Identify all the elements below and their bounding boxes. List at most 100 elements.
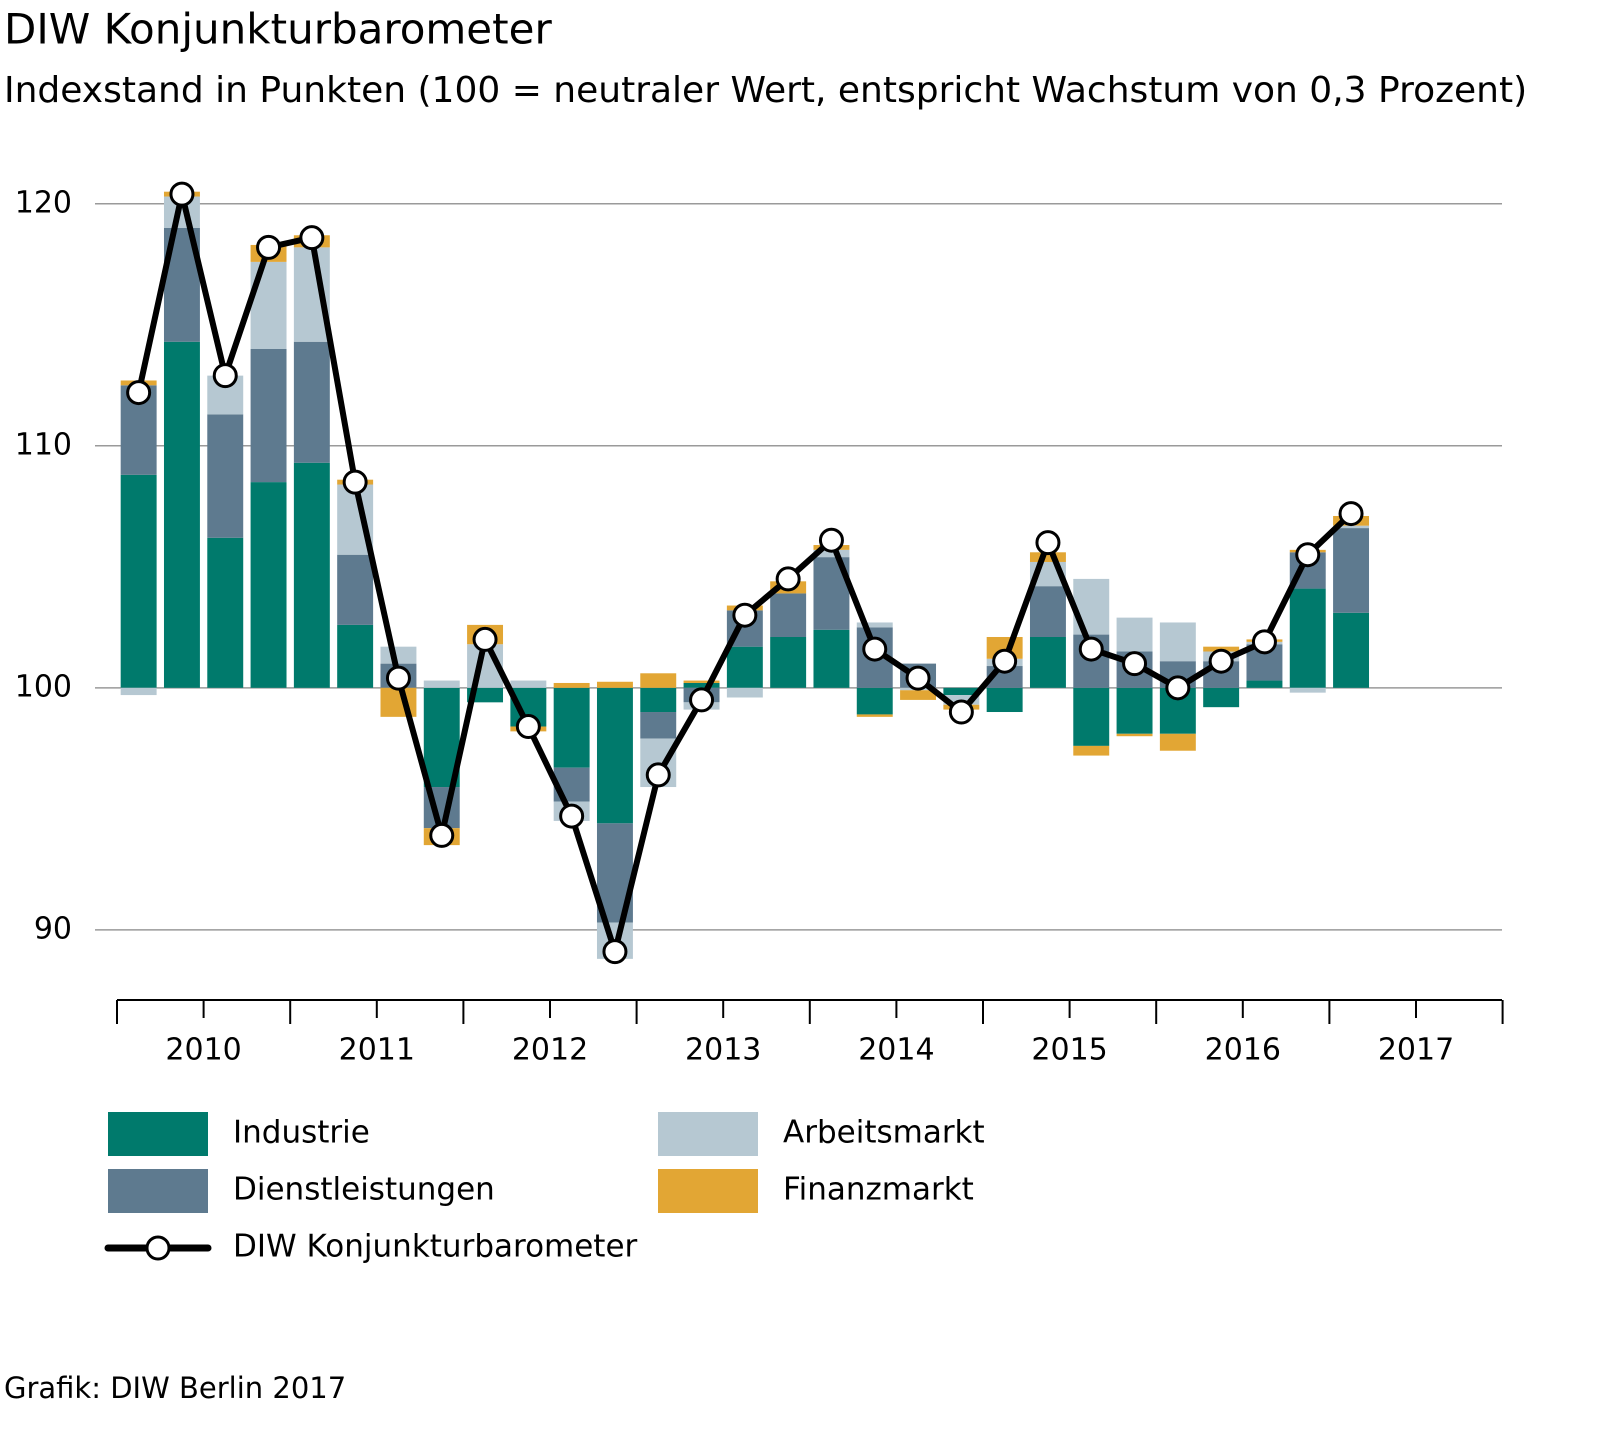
bar-segment <box>510 680 547 688</box>
bar-segment <box>380 687 417 717</box>
bar-segment <box>596 681 633 688</box>
line-marker <box>732 602 758 628</box>
chart-title: DIW Konjunkturbarometer <box>4 5 552 54</box>
bar-segment <box>1029 586 1066 637</box>
bar-segment <box>1333 612 1370 688</box>
bar-segment <box>640 687 677 713</box>
bar-segment <box>813 549 850 558</box>
x-tick-label: 2016 <box>1205 1033 1281 1068</box>
line-marker <box>1165 675 1191 701</box>
bar-segment <box>1116 733 1153 737</box>
bar-segment <box>683 682 720 688</box>
x-tick-label: 2012 <box>512 1033 588 1068</box>
line-marker <box>169 181 195 207</box>
line-marker <box>1251 629 1277 655</box>
bar-segment <box>726 687 763 698</box>
bar-segment <box>207 414 244 538</box>
bar-segment <box>1203 687 1240 708</box>
line-marker <box>126 380 152 406</box>
line-marker <box>948 699 974 725</box>
line-marker <box>1338 501 1364 527</box>
legend-swatch <box>108 1169 208 1213</box>
line-marker <box>515 714 541 740</box>
line-marker <box>689 687 715 713</box>
source: Grafik: DIW Berlin 2017 <box>4 1371 346 1405</box>
bar-segment <box>1289 687 1326 693</box>
bar-segment <box>683 680 720 683</box>
bar-segment <box>1116 687 1153 734</box>
line-marker <box>1078 636 1104 662</box>
x-tick-label: 2015 <box>1031 1033 1107 1068</box>
bar-segment <box>856 622 893 628</box>
bar-segment <box>1289 588 1326 688</box>
bar-segment <box>986 687 1023 713</box>
bar-segment <box>1246 680 1283 688</box>
bar-segment <box>640 673 677 688</box>
line-marker <box>472 626 498 652</box>
bar-segment <box>770 636 807 688</box>
legend-label: DIW Konjunkturbarometer <box>233 1229 638 1265</box>
bar-segment <box>1029 552 1066 562</box>
bar-segment <box>1073 578 1110 635</box>
bar-segment <box>943 687 980 696</box>
line-marker <box>256 234 282 260</box>
line-marker <box>905 665 931 691</box>
line-marker <box>299 225 325 251</box>
line-marker <box>775 566 801 592</box>
bar-segment <box>250 349 287 483</box>
x-tick-label: 2011 <box>339 1033 415 1068</box>
bar-segment <box>120 474 157 688</box>
bar-segment <box>380 646 417 664</box>
line-marker <box>342 469 368 495</box>
bar-segment <box>207 537 244 688</box>
legend-swatch <box>108 1112 208 1156</box>
line-marker <box>1295 542 1321 568</box>
legend-swatch <box>658 1169 758 1213</box>
line-marker <box>602 939 628 965</box>
bar-segment <box>856 687 893 715</box>
bar-segment <box>770 593 807 637</box>
legend-label: Finanzmarkt <box>783 1172 974 1208</box>
line-marker <box>818 527 844 553</box>
bar-segment <box>337 554 374 625</box>
bar-segment <box>250 482 287 688</box>
line-marker <box>429 822 455 848</box>
bar-segment <box>1029 636 1066 688</box>
bar-segment <box>813 629 850 688</box>
x-tick-label: 2017 <box>1378 1033 1454 1068</box>
bar-segment <box>1073 687 1110 746</box>
bar-segment <box>120 687 157 696</box>
bar-segment <box>640 712 677 739</box>
bar-segment <box>1116 617 1153 652</box>
bar-segment <box>900 690 937 700</box>
line-marker <box>385 665 411 691</box>
bar-segment <box>337 624 374 688</box>
x-tick-label: 2013 <box>685 1033 761 1068</box>
y-tick-label: 110 <box>15 427 72 462</box>
y-tick-label: 120 <box>15 185 72 220</box>
bar-segment <box>1159 733 1196 751</box>
bar-segment <box>293 341 330 463</box>
bar-segment <box>1159 622 1196 662</box>
legend-swatch <box>658 1112 758 1156</box>
legend-label: Industrie <box>233 1115 370 1151</box>
y-tick-label: 100 <box>15 669 72 704</box>
bar-segment <box>1333 525 1370 529</box>
line-marker <box>645 762 671 788</box>
line-marker <box>862 636 888 662</box>
x-tick-label: 2010 <box>165 1033 241 1068</box>
legend-label: Dienstleistungen <box>233 1172 495 1208</box>
line-marker <box>1208 648 1234 674</box>
chart-subtitle: Indexstand in Punkten (100 = neutraler W… <box>4 70 1527 111</box>
bar-segment <box>856 714 893 717</box>
bar-segment <box>596 687 633 824</box>
bar-segment <box>163 341 200 688</box>
bar-segment <box>1333 528 1370 613</box>
x-tick-label: 2014 <box>858 1033 934 1068</box>
bar-segment <box>726 646 763 688</box>
bar-segment <box>250 261 287 350</box>
y-tick-label: 90 <box>34 911 72 946</box>
line-marker <box>992 648 1018 674</box>
bar-segment <box>1073 745 1110 756</box>
